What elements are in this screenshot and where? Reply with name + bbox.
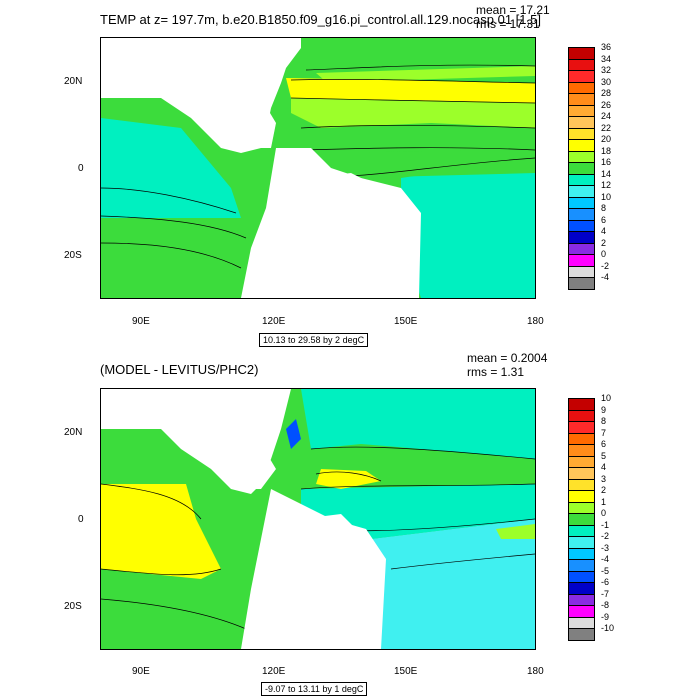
panel1-x-tick-150e: 150E [394, 316, 418, 327]
colorbar-label: 28 [601, 88, 612, 98]
panel1-x-tick-120e: 120E [262, 316, 286, 327]
panel2-x-tick-180: 180 [527, 666, 544, 677]
panel1-y-tick-0: 0 [78, 163, 84, 174]
panel2-y-tick-0: 0 [78, 514, 84, 525]
colorbar-label: -2 [601, 531, 610, 541]
colorbar-label: 3 [601, 473, 607, 484]
colorbar-label: -3 [601, 542, 610, 553]
colorbar-label: 4 [601, 226, 607, 236]
warm-band [286, 78, 535, 103]
colorbar-label: 22 [601, 122, 612, 133]
colorbar-label: 14 [601, 168, 612, 179]
colorbar-label: 9 [601, 404, 607, 415]
colorbar-label: 16 [601, 157, 612, 167]
colorbar-label: 7 [601, 427, 607, 438]
colorbar-label: 2 [601, 237, 607, 248]
panel2-map [100, 388, 536, 650]
colorbar-label: -10 [601, 623, 615, 633]
colorbar-label: -6 [601, 577, 610, 587]
panel2-x-tick-120e: 120E [262, 666, 286, 677]
panel-difference: (MODEL - LEVITUS/PHC2) mean = 0.2004 rms… [0, 350, 700, 700]
panel1-mean: mean = 17.21 [476, 3, 550, 17]
colorbar-label: 18 [601, 145, 612, 156]
panel2-title: (MODEL - LEVITUS/PHC2) [100, 362, 259, 377]
panel2-colorbar: 10 9 8 7 6 5 4 3 2 1 0 -1 -2 -3 -4 -5 -6 -7 -8 -9 -10 [568, 393, 628, 641]
panel2-map-svg [101, 389, 535, 649]
colorbar-label: 32 [601, 65, 612, 75]
colorbar-label: -7 [601, 588, 610, 599]
colorbar-label: -4 [601, 554, 610, 564]
colorbar-label: 24 [601, 111, 612, 121]
colorbar-label: -1 [601, 519, 610, 530]
panel1-x-tick-180: 180 [527, 316, 544, 327]
colorbar-label: 6 [601, 214, 607, 225]
warm-anomaly-west [101, 484, 221, 579]
panel2-range-info: -9.07 to 13.11 by 1 degC [261, 682, 368, 696]
colorbar-label: 6 [601, 439, 607, 449]
colorbar-label: 34 [601, 53, 612, 64]
panel2-x-tick-90e: 90E [132, 666, 150, 677]
colorbar-label: -9 [601, 611, 610, 622]
colorbar-label: 8 [601, 203, 607, 213]
panel2-mean: mean = 0.2004 [467, 351, 548, 365]
colorbar-label: 1 [601, 496, 607, 507]
colorbar-label: 10 [601, 393, 612, 403]
colorbar-label: 4 [601, 462, 607, 472]
panel2-rms: rms = 1.31 [467, 365, 525, 379]
colorbar-label: 10 [601, 191, 612, 202]
panel1-title: TEMP at z= 197.7m, b.e20.B1850.f09_g16.p… [100, 12, 541, 27]
colorbar-label: -5 [601, 565, 610, 576]
panel1-y-tick-20n: 20N [64, 76, 83, 87]
panel2-y-tick-20n: 20N [64, 427, 83, 438]
colorbar-swatch [568, 277, 595, 290]
panel2-y-tick-20s: 20S [64, 601, 82, 612]
panel2-x-tick-150e: 150E [394, 666, 418, 677]
colorbar-label: 20 [601, 134, 612, 144]
panel1-x-tick-90e: 90E [132, 316, 150, 327]
colorbar-swatch [568, 628, 595, 641]
colorbar-label: -8 [601, 600, 610, 610]
panel1-stats: mean = 17.21 rms = 17.31 [476, 3, 550, 31]
colorbar-label: 0 [601, 249, 607, 259]
colorbar-label: 30 [601, 76, 612, 87]
colorbar-label: 36 [601, 42, 612, 52]
colorbar-label: 0 [601, 508, 607, 518]
colorbar-label: 8 [601, 416, 607, 426]
land-masses [101, 389, 386, 649]
panel1-colorbar: 36 34 32 30 28 26 24 22 20 18 16 14 12 10 8 6 4 2 0 -2 -4 [568, 42, 628, 290]
colorbar-label: 26 [601, 99, 612, 110]
panel2-stats: mean = 0.2004 rms = 1.31 [467, 351, 547, 379]
colorbar-label: -4 [601, 272, 610, 282]
colorbar-label: 5 [601, 450, 607, 461]
colorbar-label: -2 [601, 260, 610, 271]
land-masses [101, 38, 421, 298]
panel1-map [100, 37, 536, 299]
panel-temperature: TEMP at z= 197.7m, b.e20.B1850.f09_g16.p… [64, 3, 628, 347]
colorbar-label: 12 [601, 180, 612, 190]
panel1-range-info: 10.13 to 29.58 by 2 degC [259, 333, 369, 347]
colorbar-label: 2 [601, 485, 607, 495]
panel1-y-tick-20s: 20S [64, 250, 82, 261]
panel1-map-svg [101, 38, 535, 298]
panel1-rms: rms = 17.31 [476, 17, 540, 31]
